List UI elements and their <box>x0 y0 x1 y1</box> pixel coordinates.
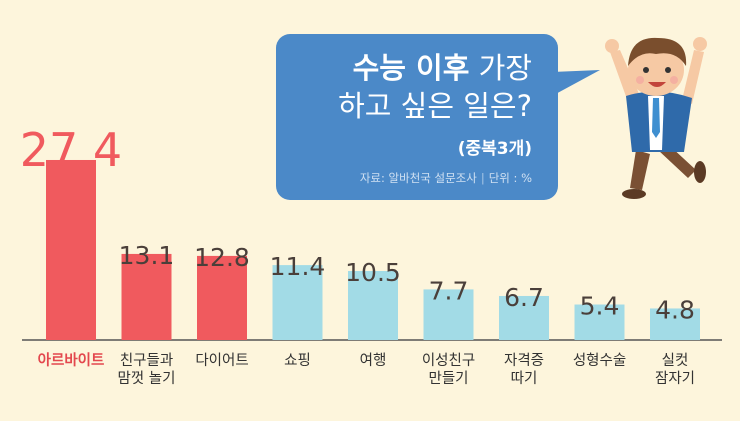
speech-bubble-tail <box>552 70 600 96</box>
data-label: 12.8 <box>194 243 250 272</box>
bar <box>574 304 625 340</box>
data-label: 10.5 <box>345 258 401 287</box>
cheering-student-figure <box>605 37 707 199</box>
title-rest: 가장 <box>478 51 532 85</box>
category-label-line: 이성친구 <box>421 353 476 369</box>
data-label: 5.4 <box>580 292 620 321</box>
category-label-line: 잠자기 <box>654 371 696 387</box>
bar <box>272 265 323 340</box>
bar <box>650 308 700 340</box>
category-label-line: 만들기 <box>428 371 469 387</box>
category-label: 아르바이트 <box>33 352 109 370</box>
title-line-2: 하고 싶은 일은? <box>338 89 532 123</box>
source-label: 자료: 알바천국 설문조사 <box>359 171 477 185</box>
data-label: 4.8 <box>655 295 695 324</box>
category-label: 쇼핑 <box>260 352 336 370</box>
bar <box>499 295 549 340</box>
category-label-line: 다이어트 <box>195 353 249 369</box>
category-label-line: 실컷 <box>661 353 689 369</box>
category-label-line: 맘껏 놀기 <box>117 371 176 387</box>
title-bubble: 수능 이후 가장 하고 싶은 일은? (중복3개) 자료: 알바천국 설문조사 |… <box>276 34 558 200</box>
bar <box>423 289 474 340</box>
category-label-line: 쇼핑 <box>284 353 311 369</box>
bar <box>348 271 398 340</box>
category-label-line: 따기 <box>510 371 538 387</box>
category-label-line: 친구들과 <box>119 353 174 369</box>
data-label: 6.7 <box>504 283 544 312</box>
category-label: 다이어트 <box>184 352 260 370</box>
unit-label: 단위 : % <box>488 171 532 185</box>
data-label: 7.7 <box>429 276 469 305</box>
data-label: 13.1 <box>119 241 175 270</box>
title-note: (중복3개) <box>457 139 532 159</box>
bar <box>197 255 247 340</box>
category-label-line: 자격증 <box>503 353 545 369</box>
title-bold: 수능 이후 <box>352 51 470 85</box>
category-label-line: 아르바이트 <box>37 353 105 369</box>
category-label: 성형수술 <box>562 352 638 370</box>
title-line-1: 수능 이후 가장 <box>353 50 532 86</box>
data-label: 11.4 <box>270 252 326 281</box>
bar <box>121 253 172 340</box>
source-line: 자료: 알바천국 설문조사 | 단위 : % <box>359 171 532 185</box>
category-label-line: 여행 <box>359 353 387 369</box>
bar <box>46 159 96 340</box>
category-label-line: 성형수술 <box>572 353 627 369</box>
data-label: 27.4 <box>20 123 122 177</box>
category-label: 여행 <box>335 352 411 370</box>
